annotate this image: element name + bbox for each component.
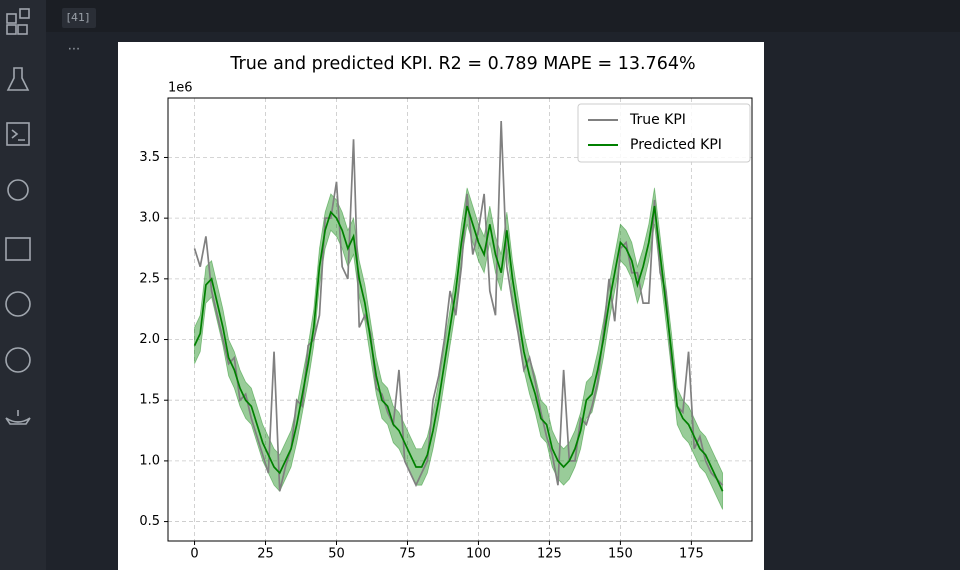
output-more[interactable]: ··· [68, 43, 80, 58]
extensions-icon[interactable] [17, 24, 28, 35]
y-offset-label: 1e6 [168, 81, 193, 96]
y-tick-label: 3.5 [139, 150, 160, 165]
x-tick-label: 25 [257, 547, 274, 562]
git-icon[interactable] [5, 291, 31, 317]
sidebar [0, 0, 46, 570]
calendar-icon[interactable] [5, 237, 31, 261]
x-tick-label: 175 [679, 547, 704, 562]
confidence-band [194, 187, 724, 510]
lamp-icon[interactable] [5, 410, 31, 425]
terminal-icon[interactable] [11, 129, 25, 141]
r-icon[interactable] [7, 179, 29, 201]
axes-frame [167, 97, 753, 542]
y-tick-label: 2.0 [139, 332, 160, 347]
x-tick-label: 100 [466, 547, 491, 562]
extensions-icon[interactable] [6, 13, 17, 24]
flask-icon[interactable] [6, 67, 30, 91]
legend-box [577, 103, 751, 163]
series-line [193, 205, 724, 492]
extensions-icon[interactable] [19, 8, 30, 19]
y-tick-label: 2.5 [139, 271, 160, 286]
y-tick-label: 3.0 [139, 211, 160, 226]
y-tick-label: 1.0 [139, 453, 160, 468]
execution-count: [41] [67, 11, 90, 24]
legend-label: Predicted KPI [630, 137, 722, 153]
sidebar-icons[interactable] [5, 8, 31, 425]
x-tick-label: 50 [328, 547, 345, 562]
x-tick-label: 0 [190, 547, 198, 562]
x-tick-label: 150 [608, 547, 633, 562]
toolbar [46, 0, 960, 32]
x-tick-label: 75 [399, 547, 416, 562]
terminal-icon[interactable] [6, 122, 30, 146]
legend-label: True KPI [629, 112, 686, 128]
extensions-icon[interactable] [6, 24, 17, 35]
chart-title: True and predicted KPI. R2 = 0.789 MAPE … [229, 54, 695, 74]
y-tick-label: 1.5 [139, 393, 160, 408]
debug-icon[interactable] [5, 347, 31, 373]
prompt-box [62, 8, 96, 28]
x-tick-label: 125 [537, 547, 562, 562]
y-tick-label: 0.5 [139, 514, 160, 529]
